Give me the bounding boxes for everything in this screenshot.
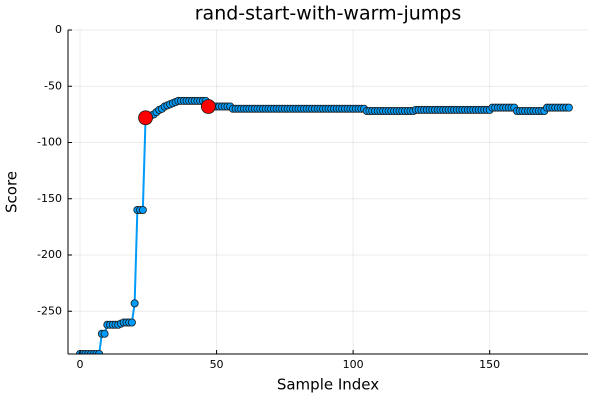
x-tick-label: 150: [479, 358, 500, 371]
y-tick-label: -200: [37, 248, 62, 261]
point: [564, 103, 573, 112]
x-tick-label: 50: [210, 358, 224, 371]
point: [100, 329, 109, 338]
plot-area: [76, 96, 573, 354]
y-tick-label: -50: [44, 79, 62, 92]
x-tick-label: 0: [77, 358, 84, 371]
x-axis-label: Sample Index: [277, 376, 379, 394]
series-line: [80, 99, 569, 354]
grid: [68, 29, 588, 354]
jump-point: [138, 110, 153, 126]
x-tick-label: 100: [343, 358, 364, 371]
point: [127, 318, 136, 327]
y-tick-label: -250: [37, 304, 62, 317]
chart-title: rand-start-with-warm-jumps: [195, 3, 462, 25]
y-tick-label: -100: [37, 136, 62, 149]
y-tick-label: 0: [55, 23, 62, 36]
point: [130, 299, 139, 308]
tick-labels: 0 50 100 150 -250 -200 -150 -100 -50 0: [37, 23, 500, 371]
jump-point: [200, 99, 216, 114]
point: [138, 205, 147, 214]
y-tick-label: -150: [37, 192, 62, 205]
y-axis-label: Score: [3, 171, 21, 213]
